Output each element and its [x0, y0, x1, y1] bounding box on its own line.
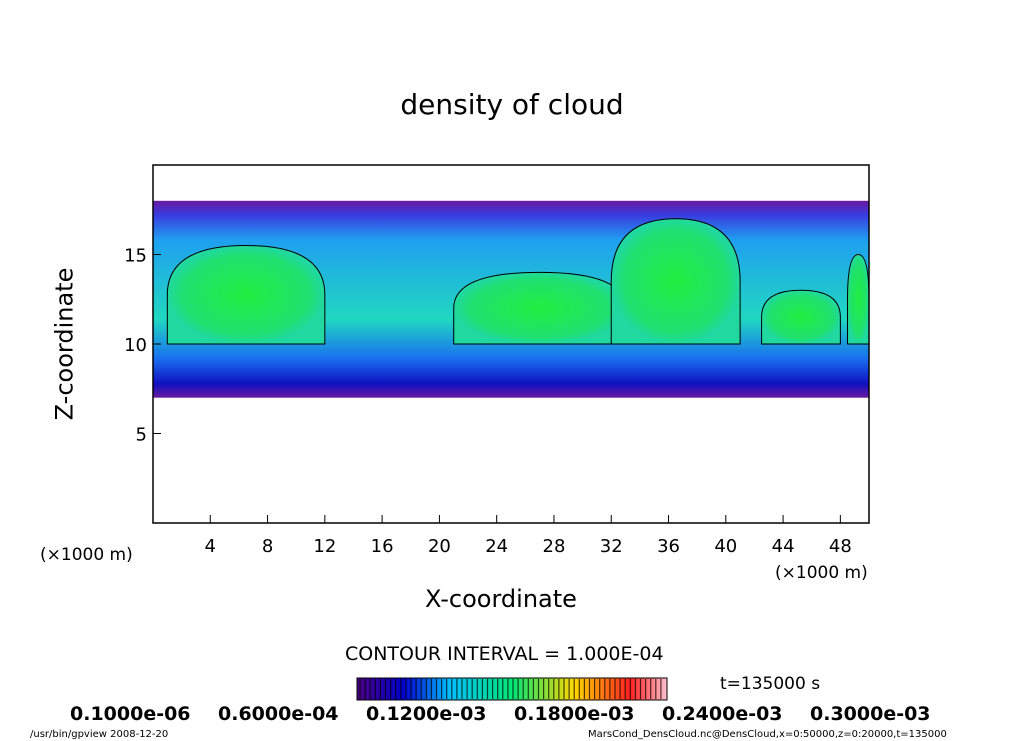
time-label: t=135000 s [720, 674, 821, 694]
colorbar-label: 0.3000e-03 [810, 703, 931, 725]
cloud-core-contour [610, 218, 741, 345]
colorbar-label: 0.1200e-03 [366, 703, 487, 725]
contour-interval: CONTOUR INTERVAL = 1.000E-04 [345, 643, 664, 665]
cloud-core-contour [166, 245, 326, 345]
x-tick-label: 28 [543, 536, 566, 557]
x-tick-label: 16 [371, 536, 394, 557]
cloud-core-contour [761, 289, 841, 345]
x-tick-label: 24 [485, 536, 508, 557]
x-unit-left: (×1000 m) [40, 545, 133, 565]
y-tick-label: 15 [124, 246, 147, 267]
colorbar-label: 0.1000e-06 [70, 703, 191, 725]
y-tick-label: 5 [136, 425, 147, 446]
colorbar-label: 0.6000e-04 [218, 703, 339, 725]
x-axis-label: X-coordinate [425, 585, 577, 613]
chart-title: density of cloud [400, 88, 624, 121]
cloud-core-contour [453, 271, 627, 345]
x-unit-right: (×1000 m) [775, 563, 868, 583]
x-tick-label: 4 [205, 536, 216, 557]
y-tick-label: 10 [124, 335, 147, 356]
x-tick-label: 44 [772, 536, 795, 557]
footer-right: MarsCond_DensCloud.nc@DensCloud,x=0:5000… [588, 729, 947, 740]
colorbar-label: 0.2400e-03 [662, 703, 783, 725]
x-tick-label: 48 [829, 536, 852, 557]
x-tick-label: 12 [313, 536, 336, 557]
x-tick-label: 32 [600, 536, 623, 557]
colorbar-label: 0.1800e-03 [514, 703, 635, 725]
cloud-core-contour [847, 253, 870, 345]
footer-left: /usr/bin/gpview 2008-12-20 [30, 729, 169, 740]
x-tick-label: 40 [714, 536, 737, 557]
x-tick-label: 20 [428, 536, 451, 557]
x-tick-label: 8 [262, 536, 273, 557]
x-tick-label: 36 [657, 536, 680, 557]
